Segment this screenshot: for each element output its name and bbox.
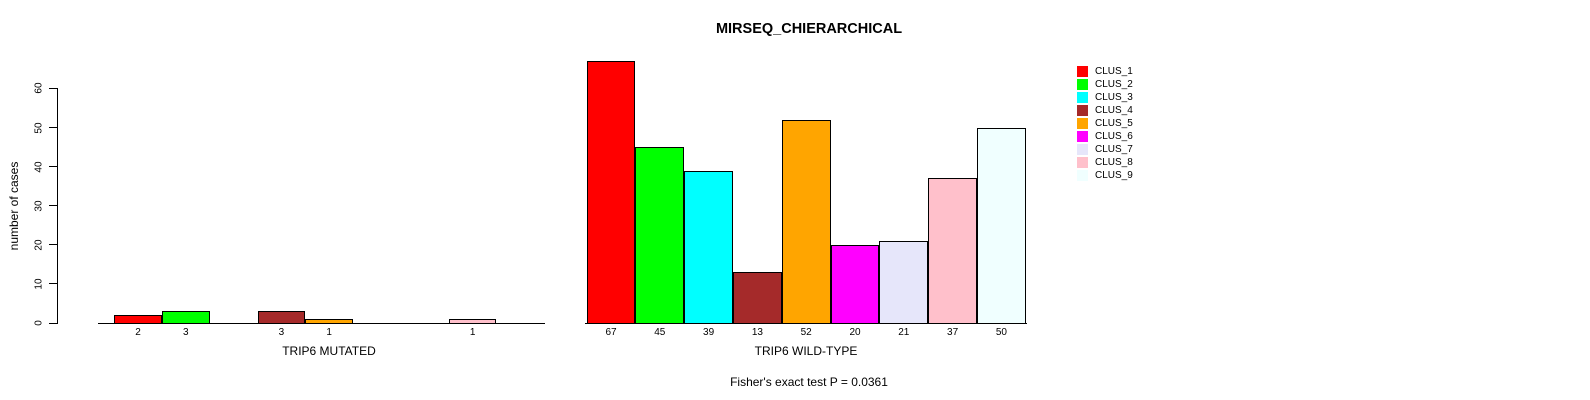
bar-label: 20 <box>849 327 861 338</box>
legend-swatch <box>1077 131 1088 142</box>
legend-label: CLUS_6 <box>1095 131 1133 142</box>
y-tick-label: 0 <box>33 320 45 326</box>
y-axis-line <box>57 88 58 324</box>
legend-swatch <box>1077 66 1088 77</box>
y-tick <box>49 244 57 246</box>
bar-label: 3 <box>183 327 189 338</box>
bar <box>781 119 831 324</box>
fisher-test-note: Fisher's exact test P = 0.0361 <box>730 375 888 389</box>
bar-label: 2 <box>135 327 141 338</box>
legend-swatch <box>1077 170 1088 181</box>
bar <box>879 240 929 324</box>
bar-label: 37 <box>947 327 959 338</box>
y-tick <box>49 127 57 128</box>
legend-label: CLUS_8 <box>1095 157 1133 168</box>
legend-swatch <box>1077 105 1088 116</box>
x-axis-label-mutated: TRIP6 MUTATED <box>282 344 376 358</box>
y-tick-label: 60 <box>33 82 45 94</box>
legend-label: CLUS_1 <box>1095 66 1133 77</box>
bar-label: 67 <box>605 327 617 338</box>
bar-label: 13 <box>751 327 763 338</box>
y-tick <box>49 87 57 89</box>
legend-label: CLUS_9 <box>1095 170 1133 181</box>
bar-label: 21 <box>898 327 910 338</box>
bar-label: 39 <box>703 327 715 338</box>
x-axis-label-wildtype: TRIP6 WILD-TYPE <box>754 344 858 358</box>
bar-label: 45 <box>654 327 666 338</box>
legend-swatch <box>1077 157 1088 168</box>
bar <box>684 170 733 324</box>
legend-swatch <box>1077 79 1088 90</box>
legend-swatch <box>1077 118 1088 129</box>
y-tick-label: 10 <box>33 278 45 290</box>
y-axis-label: number of cases <box>7 161 21 251</box>
bar <box>161 311 210 324</box>
legend-label: CLUS_4 <box>1095 105 1133 116</box>
legend-label: CLUS_5 <box>1095 118 1133 129</box>
bar-label: 1 <box>469 327 476 338</box>
bar <box>928 178 977 324</box>
legend-swatch <box>1077 144 1088 155</box>
bar <box>257 311 306 324</box>
chart-title: MIRSEQ_CHIERARCHICAL <box>715 21 903 37</box>
bar <box>586 61 636 324</box>
y-tick <box>49 283 57 285</box>
bar-label: 52 <box>800 327 812 338</box>
legend-swatch <box>1077 92 1088 103</box>
bar-label: 1 <box>326 327 332 338</box>
bar-label: 3 <box>278 327 285 338</box>
bar <box>635 147 685 324</box>
y-tick <box>49 166 57 168</box>
legend-label: CLUS_2 <box>1095 79 1133 90</box>
y-tick-label: 40 <box>33 161 45 173</box>
bar <box>830 244 880 324</box>
bar <box>977 127 1026 324</box>
bar <box>448 319 497 324</box>
legend-label: CLUS_3 <box>1095 92 1133 103</box>
bar <box>305 319 354 324</box>
bar-label: 50 <box>995 327 1007 338</box>
bar <box>733 272 782 324</box>
bar <box>114 315 162 324</box>
y-tick-label: 30 <box>33 200 45 212</box>
y-tick-label: 20 <box>33 239 45 251</box>
y-tick <box>49 322 57 324</box>
legend-label: CLUS_7 <box>1095 144 1133 155</box>
y-tick <box>49 205 57 207</box>
y-tick-label: 50 <box>33 121 45 134</box>
